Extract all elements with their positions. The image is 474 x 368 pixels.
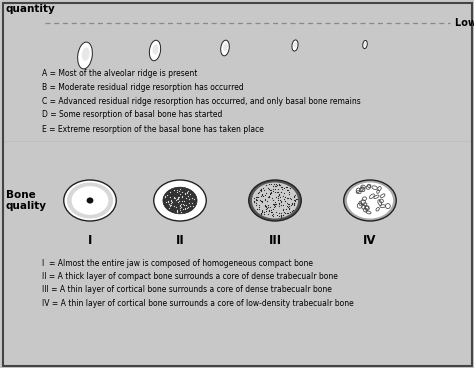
Ellipse shape [87,197,93,204]
Ellipse shape [78,42,92,69]
Ellipse shape [293,42,297,48]
Ellipse shape [82,47,90,61]
Text: Lower jaws: Lower jaws [455,18,474,28]
Text: II: II [176,234,184,247]
Ellipse shape [64,180,116,221]
Ellipse shape [364,42,366,46]
Text: III = A thin layer of cortical bone surrounds a core of dense trabecualr bone: III = A thin layer of cortical bone surr… [43,286,332,294]
Text: A = Most of the alveolar ridge is present: A = Most of the alveolar ridge is presen… [43,68,198,78]
Text: IV: IV [363,234,377,247]
Text: I  = Almost the entire jaw is composed of homogeneous compact bone: I = Almost the entire jaw is composed of… [43,258,313,268]
Text: C = Advanced residual ridge resorption has occurred, and only basal bone remains: C = Advanced residual ridge resorption h… [43,96,361,106]
Ellipse shape [252,183,298,219]
Text: E = Extreme resorption of the basal bone has taken place: E = Extreme resorption of the basal bone… [43,124,264,134]
Text: Bone
quantity: Bone quantity [6,0,56,14]
Ellipse shape [223,43,228,51]
Ellipse shape [72,186,109,215]
Text: B = Moderate residual ridge resorption has occurred: B = Moderate residual ridge resorption h… [43,82,244,92]
Ellipse shape [149,40,161,61]
Ellipse shape [163,187,197,214]
Ellipse shape [344,180,396,221]
Ellipse shape [67,183,113,219]
Ellipse shape [154,180,206,221]
Text: Bone
quality: Bone quality [6,190,47,211]
Ellipse shape [153,45,159,54]
Ellipse shape [363,40,367,49]
Text: D = Some resorption of basal bone has started: D = Some resorption of basal bone has st… [43,110,223,120]
Text: II = A thick layer of compact bone surrounds a core of dense trabecualr bone: II = A thick layer of compact bone surro… [43,272,338,281]
Ellipse shape [347,183,393,219]
Text: III: III [268,234,282,247]
Ellipse shape [221,40,229,56]
Ellipse shape [292,40,298,51]
Text: IV = A thin layer of cortical bone surrounds a core of low-density trabecualr bo: IV = A thin layer of cortical bone surro… [43,299,354,308]
Ellipse shape [249,180,301,221]
Text: I: I [88,234,92,247]
